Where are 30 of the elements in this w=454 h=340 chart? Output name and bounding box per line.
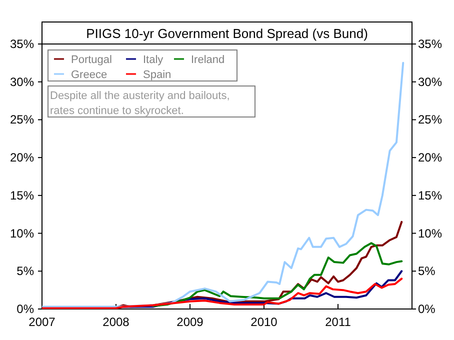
y2-tick-label: 20%: [418, 150, 442, 165]
y2-tick-label: 5%: [418, 264, 436, 278]
annotation: Despite all the austerity and bailouts, rates continue to skyrocket.: [50, 90, 230, 117]
legend-label: Portugal: [71, 54, 112, 66]
y-tick-label: 25%: [10, 112, 34, 127]
y2-tick-label: 10%: [418, 226, 442, 240]
y-tick-label: 5%: [16, 264, 34, 278]
y-tick-label: 20%: [10, 150, 34, 165]
legend-label: Spain: [143, 69, 172, 81]
x-tick-label: 2008: [102, 315, 130, 329]
line-series: [152, 242, 403, 307]
chart-title: PIIGS 10-yr Government Bond Spread (vs Bund): [86, 26, 368, 41]
y2-tick-label: 30%: [418, 74, 442, 89]
line-series: [42, 278, 403, 309]
legend-label: Greece: [71, 69, 108, 81]
y-tick-label: 10%: [10, 226, 34, 240]
x-tick-label: 2009: [176, 315, 204, 329]
y2-tick-label: 15%: [418, 188, 442, 202]
y2-tick-label: 0%: [418, 302, 436, 316]
y-tick-label: 15%: [10, 188, 34, 202]
y-tick-label: 0%: [16, 302, 34, 316]
y2-tick-label: 25%: [418, 112, 442, 127]
x-tick-label: 2007: [28, 315, 56, 329]
y-tick-label: 30%: [10, 74, 34, 89]
y2-tick-label: 35%: [418, 37, 442, 51]
y-tick-label: 35%: [10, 37, 34, 51]
x-tick-label: 2010: [250, 315, 278, 329]
legend-label: Ireland: [191, 54, 225, 66]
legend-label: Italy: [143, 54, 164, 66]
x-tick-label: 2011: [325, 315, 352, 329]
